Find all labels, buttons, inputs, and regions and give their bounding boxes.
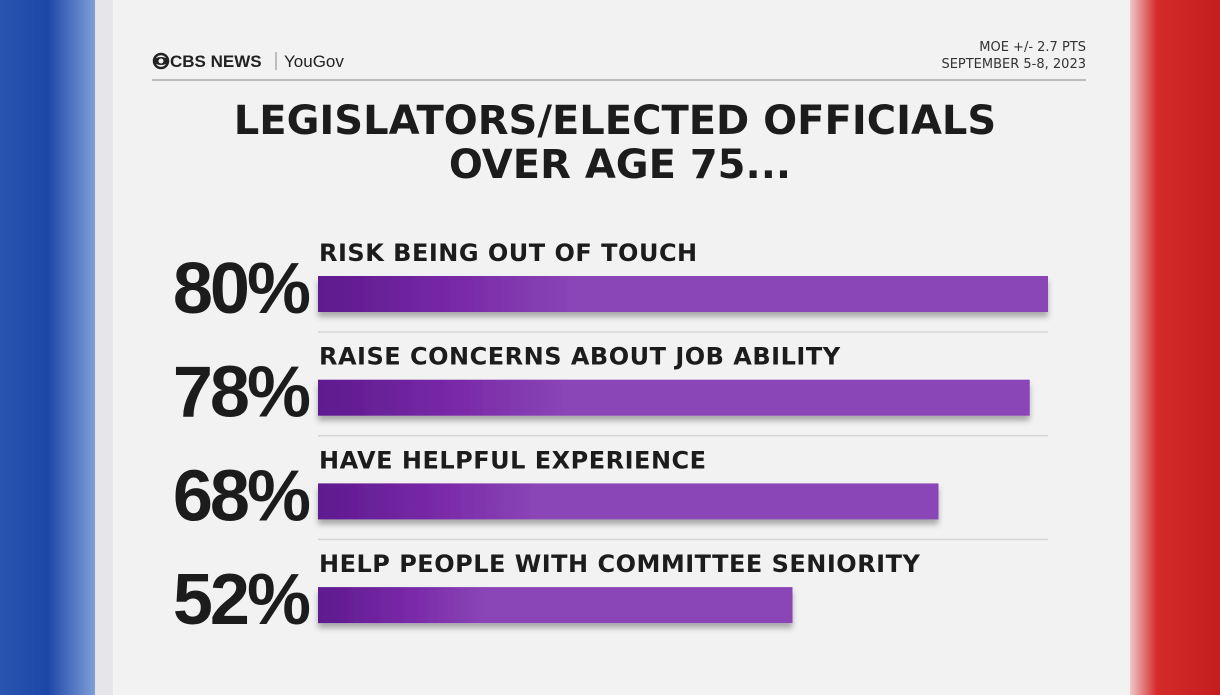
left-edge <box>95 0 113 695</box>
chart-title: OVER AGE 75... <box>449 142 791 188</box>
value-label: 68% <box>173 456 310 536</box>
bar <box>318 483 939 520</box>
chart-title: LEGISLATORS/ELECTED OFFICIALS <box>234 98 996 144</box>
category-label: HELP PEOPLE WITH COMMITTEE SENIORITY <box>319 550 920 578</box>
bar <box>318 276 1048 312</box>
logo: CBS NEWS YouGov <box>152 52 344 71</box>
bar <box>318 379 1030 416</box>
right-stripe <box>1130 0 1220 695</box>
partner-text: YouGov <box>284 52 344 71</box>
logo-text: CBS NEWS <box>170 52 262 71</box>
category-label: RAISE CONCERNS ABOUT JOB ABILITY <box>319 343 841 371</box>
moe: MOE +/- 2.7 PTS <box>979 40 1086 55</box>
bar <box>318 587 793 624</box>
value-label: 80% <box>173 249 310 329</box>
date: SEPTEMBER 5-8, 2023 <box>941 57 1086 72</box>
value-label: 78% <box>173 353 310 433</box>
left-stripe <box>0 0 95 695</box>
value-label: 52% <box>173 560 310 640</box>
category-label: HAVE HELPFUL EXPERIENCE <box>319 446 707 474</box>
category-label: RISK BEING OUT OF TOUCH <box>319 239 698 267</box>
